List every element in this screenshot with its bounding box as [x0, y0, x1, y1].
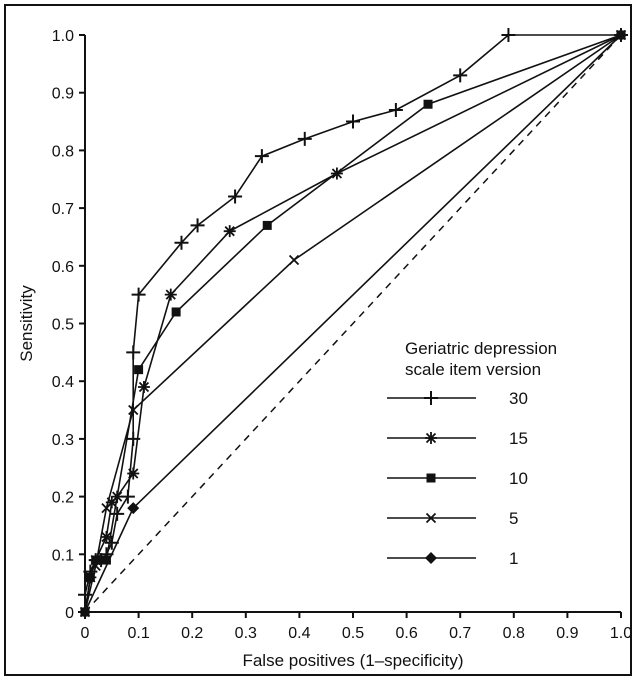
y-tick-label: 0.4 — [52, 374, 74, 391]
legend-label: 5 — [509, 509, 518, 528]
x-tick-label: 0.3 — [235, 625, 257, 642]
axes: 0 0.1 0.2 0.3 0.4 0.5 0.6 0.7 0.8 0.9 1.0 0 0.1 0.2 0.… — [52, 28, 632, 642]
legend-label: 10 — [509, 469, 528, 488]
data-point-30 — [120, 489, 135, 504]
y-tick-label: 0.5 — [52, 317, 74, 334]
legend-item-10: 10 — [387, 469, 528, 488]
data-point-30 — [297, 131, 312, 146]
legend-marker — [426, 473, 436, 483]
data-point-1 — [127, 502, 140, 515]
x-tick-label: 1.0 — [610, 625, 632, 642]
data-point-30 — [174, 235, 189, 250]
x-tick-label: 0.8 — [503, 625, 525, 642]
y-tick-label: 0.8 — [52, 143, 74, 160]
data-point-10 — [171, 307, 181, 317]
data-point-10 — [423, 99, 433, 109]
data-point-15 — [105, 496, 118, 509]
plot-area — [78, 28, 628, 619]
y-tick-label: 0.9 — [52, 86, 74, 103]
y-tick-label: 0.7 — [52, 201, 74, 218]
y-axis-title: Sensitivity — [17, 285, 36, 362]
data-point-5 — [128, 404, 139, 416]
data-point-5 — [101, 503, 112, 514]
legend-title: Geriatric depression scale item version — [405, 339, 557, 379]
data-point-30 — [190, 218, 205, 233]
data-point-10 — [91, 555, 101, 565]
x-tick-label: 0.1 — [127, 625, 149, 642]
data-point-10 — [101, 555, 111, 565]
x-axis-title: False positives (1–specificity) — [242, 651, 463, 670]
y-tick-label: 1.0 — [52, 28, 74, 45]
legend-marker — [425, 432, 437, 444]
series-line-5 — [84, 34, 622, 613]
data-point-5 — [288, 254, 300, 266]
y-tick-label: 0.1 — [52, 547, 74, 564]
x-tick-label: 0.9 — [556, 625, 578, 642]
data-point-30 — [228, 189, 243, 204]
x-tick-label: 0 — [81, 625, 90, 642]
legend: Geriatric depression scale item version 3… — [387, 339, 557, 568]
data-point-10 — [262, 220, 272, 230]
data-point-30 — [131, 287, 146, 302]
x-tick-label: 0.4 — [288, 625, 310, 642]
data-point-10 — [134, 365, 144, 375]
y-tick-label: 0.3 — [52, 432, 74, 449]
data-point-30 — [388, 103, 403, 118]
legend-item-5: 5 — [387, 509, 518, 528]
x-tick-label: 0.6 — [395, 625, 417, 642]
legend-label: 1 — [509, 549, 518, 568]
legend-marker — [425, 552, 437, 564]
legend-label: 30 — [509, 389, 528, 408]
reference-diagonal — [84, 34, 622, 613]
series-1 — [79, 29, 627, 618]
data-point-30 — [254, 149, 269, 164]
data-point-30 — [126, 345, 141, 360]
chart-frame: 0 0.1 0.2 0.3 0.4 0.5 0.6 0.7 0.8 0.9 1.0 0 0.1 0.2 0.… — [4, 4, 632, 676]
data-point-15 — [223, 225, 236, 238]
x-tick-label: 0.7 — [449, 625, 471, 642]
x-tick-label: 0.5 — [342, 625, 364, 642]
data-point-30 — [110, 506, 125, 521]
legend-marker — [424, 391, 438, 405]
data-point-30 — [346, 114, 360, 129]
legend-item-1: 1 — [387, 549, 518, 568]
y-tick-label: 0 — [65, 605, 74, 622]
legend-item-15: 15 — [387, 429, 528, 448]
y-tick-label: 0.6 — [52, 259, 74, 276]
legend-item-30: 30 — [387, 389, 528, 408]
data-point-15 — [100, 530, 113, 543]
data-point-10 — [85, 572, 95, 582]
legend-marker — [425, 512, 437, 524]
roc-chart: 0 0.1 0.2 0.3 0.4 0.5 0.6 0.7 0.8 0.9 1.0 0 0.1 0.2 0.… — [17, 28, 632, 670]
data-point-1 — [615, 29, 627, 41]
data-point-30 — [453, 68, 468, 83]
y-tick-label: 0.2 — [52, 490, 74, 507]
data-point-15 — [137, 380, 150, 393]
data-point-30 — [501, 28, 516, 42]
data-point-5 — [90, 560, 101, 571]
data-point-15 — [164, 288, 177, 301]
legend-label: 15 — [509, 429, 528, 448]
x-tick-label: 0.2 — [181, 625, 203, 642]
data-point-15 — [127, 467, 140, 480]
